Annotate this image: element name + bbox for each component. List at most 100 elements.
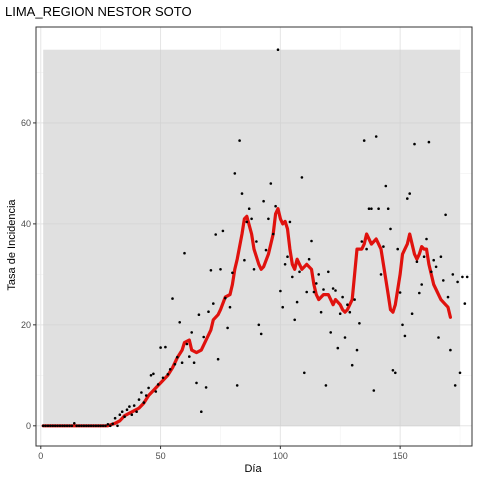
data-point xyxy=(120,410,124,414)
data-point xyxy=(49,424,52,428)
data-point xyxy=(271,232,275,236)
data-point xyxy=(233,172,237,175)
data-point xyxy=(97,424,100,428)
data-point xyxy=(216,357,220,361)
data-point xyxy=(252,268,256,271)
data-point xyxy=(458,371,462,375)
data-point xyxy=(144,394,148,397)
data-point xyxy=(456,280,459,284)
data-point xyxy=(101,424,105,428)
data-point xyxy=(408,192,412,195)
data-point xyxy=(104,424,107,428)
data-point xyxy=(343,336,347,339)
data-point xyxy=(63,424,66,428)
data-point xyxy=(432,258,436,262)
x-tick-label: 0 xyxy=(38,451,43,461)
data-point xyxy=(413,142,416,146)
trend-line xyxy=(41,207,452,428)
data-point xyxy=(94,424,98,428)
data-point xyxy=(190,331,193,334)
data-point xyxy=(283,263,287,266)
data-point xyxy=(334,289,337,292)
data-point xyxy=(355,348,359,352)
data-point xyxy=(132,404,136,407)
data-point xyxy=(250,217,253,221)
data-point xyxy=(238,139,241,142)
data-point xyxy=(58,424,62,428)
data-point xyxy=(264,248,268,252)
data-point xyxy=(427,140,431,144)
y-axis-label: Tasa de Incidencia xyxy=(6,199,18,291)
x-axis: 0 50 100 150 xyxy=(38,446,408,461)
data-point xyxy=(212,302,215,305)
data-point xyxy=(176,355,179,359)
data-point xyxy=(106,423,110,426)
data-point xyxy=(262,199,265,203)
data-point xyxy=(118,413,122,417)
data-point xyxy=(420,283,424,286)
y-axis: 0 20 40 60 xyxy=(21,118,36,431)
data-point xyxy=(358,322,361,325)
data-point xyxy=(70,424,74,428)
data-point xyxy=(374,135,378,138)
data-point xyxy=(465,275,469,279)
data-point xyxy=(300,176,304,179)
data-point xyxy=(80,424,83,428)
data-point xyxy=(65,424,69,428)
data-point xyxy=(406,197,409,200)
data-point xyxy=(463,302,467,305)
data-point xyxy=(156,383,160,386)
data-point xyxy=(245,220,249,224)
data-point xyxy=(394,371,397,375)
data-point xyxy=(442,279,445,282)
data-point xyxy=(418,291,421,295)
data-point xyxy=(243,258,246,262)
data-point xyxy=(137,398,141,401)
data-point xyxy=(410,312,414,316)
data-point xyxy=(89,424,93,428)
data-point xyxy=(291,275,294,279)
data-point xyxy=(422,255,426,258)
data-point xyxy=(322,288,325,291)
data-point xyxy=(166,373,170,376)
plot-panel xyxy=(35,26,473,447)
data-point xyxy=(128,405,131,408)
data-point xyxy=(298,270,301,274)
data-point xyxy=(168,368,172,371)
data-point xyxy=(360,240,364,243)
data-point xyxy=(183,251,186,255)
data-point xyxy=(446,295,450,299)
data-point xyxy=(226,326,229,330)
data-point xyxy=(329,331,333,334)
data-point xyxy=(415,260,419,264)
data-point xyxy=(68,424,71,428)
data-point xyxy=(382,245,385,248)
y-tick-label: 0 xyxy=(26,421,31,431)
data-point xyxy=(274,204,277,208)
data-point xyxy=(185,342,189,346)
data-point xyxy=(123,415,126,419)
data-point xyxy=(439,255,443,258)
data-point xyxy=(255,240,258,243)
data-point xyxy=(113,416,117,420)
data-point xyxy=(180,361,184,365)
data-point xyxy=(75,424,78,428)
data-point xyxy=(372,389,376,392)
chart-title: LIMA_REGION NESTOR SOTO xyxy=(5,4,192,19)
x-tick-label: 100 xyxy=(273,451,288,461)
data-point xyxy=(267,217,270,221)
data-point xyxy=(228,305,232,309)
data-point xyxy=(293,318,297,322)
data-point xyxy=(99,424,102,428)
data-point xyxy=(425,237,428,241)
data-point xyxy=(231,271,234,275)
data-point xyxy=(171,297,174,300)
data-point xyxy=(149,374,153,377)
x-axis-label: Día xyxy=(244,463,262,475)
data-point xyxy=(202,335,205,339)
data-point xyxy=(56,424,59,428)
data-point xyxy=(315,282,318,285)
data-point xyxy=(276,48,280,51)
data-point xyxy=(377,207,380,210)
